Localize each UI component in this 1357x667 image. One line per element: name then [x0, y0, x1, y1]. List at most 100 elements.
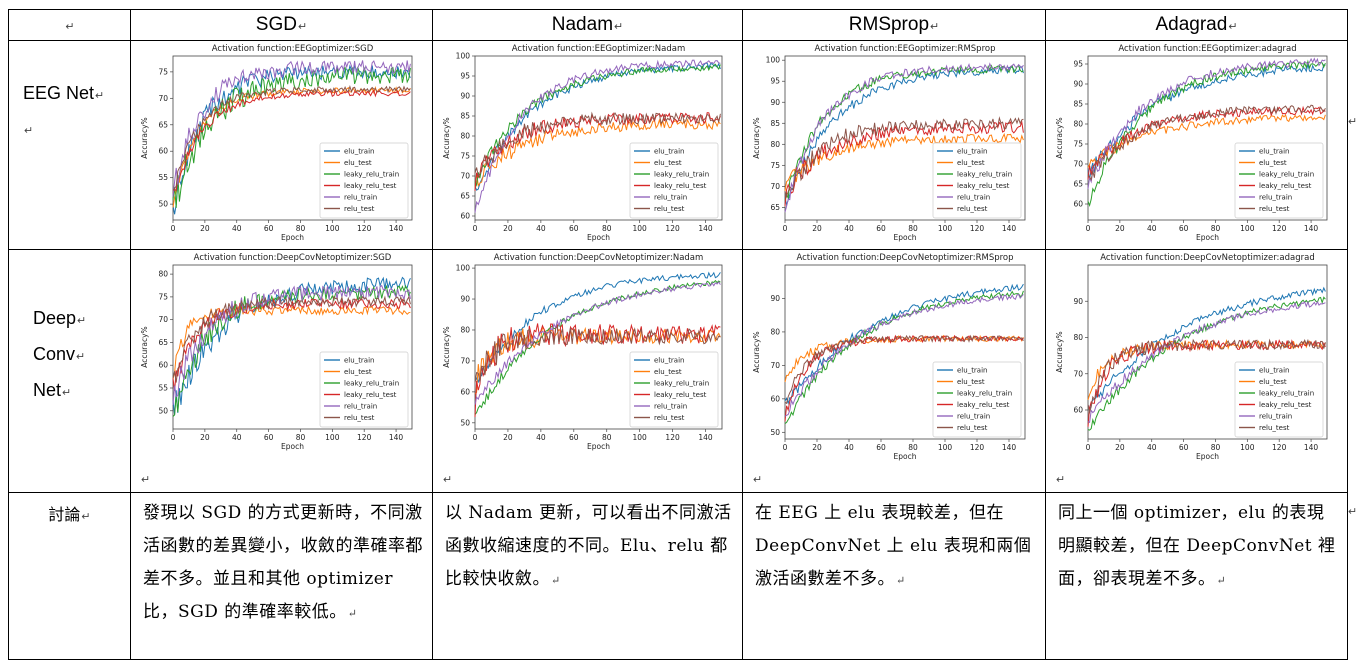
legend-label: elu_train [1259, 367, 1289, 375]
x-tick-label: 80 [602, 224, 612, 233]
y-tick-label: 90 [770, 98, 780, 107]
y-tick-label: 70 [158, 315, 168, 324]
x-tick-label: 80 [908, 443, 918, 452]
paragraph-mark: ↵ [141, 474, 151, 486]
series-line-relu-test [784, 116, 1024, 198]
y-tick-label: 90 [1073, 80, 1083, 89]
x-tick-label: 0 [473, 224, 478, 233]
legend-box [932, 142, 1022, 219]
x-tick-label: 140 [698, 433, 713, 442]
chart-cell: Activation function:DeepCovNetoptimizer:… [742, 249, 1046, 493]
legend-label: leaky_relu_train [654, 171, 709, 179]
chart-eeg-sgd: Activation function:EEGoptimizer:SGD 0 20 4… [140, 44, 413, 242]
x-tick-label: 40 [1147, 224, 1157, 233]
legend-label: leaky_relu_train [344, 171, 399, 179]
y-tick-label: 60 [1073, 200, 1083, 209]
x-tick-label: 80 [1211, 443, 1221, 452]
legend-label: relu_test [344, 414, 375, 422]
y-tick-label: 70 [460, 356, 470, 365]
series-line-elu-train [474, 271, 721, 384]
x-tick-label: 20 [1115, 224, 1125, 233]
chart-title: Activation function:EEGoptimizer:SGD [212, 44, 374, 54]
legend-label: elu_test [344, 368, 372, 376]
header-label: RMSprop [848, 14, 930, 35]
x-tick-label: 0 [171, 224, 176, 233]
y-tick-label: 65 [1073, 180, 1083, 189]
y-tick-label: 55 [158, 173, 168, 182]
legend-label: leaky_relu_test [1259, 401, 1312, 409]
y-tick-label: 65 [158, 120, 168, 129]
legend-label: elu_train [957, 367, 987, 375]
x-tick-label: 60 [876, 224, 886, 233]
y-tick-label: 60 [1073, 406, 1083, 415]
series-line-elu-train [1087, 64, 1326, 180]
y-tick-label: 100 [456, 52, 471, 61]
x-tick-label: 0 [783, 443, 788, 452]
header-rmsprop: RMSprop↵ [742, 9, 1046, 41]
x-tick-label: 80 [296, 224, 306, 233]
legend-label: elu_train [654, 357, 684, 365]
x-tick-label: 40 [844, 224, 854, 233]
series-line-relu-train [1087, 57, 1326, 189]
chart-cell: Activation function:DeepCovNetoptimizer:… [130, 249, 433, 493]
paragraph-mark: ↵ [551, 574, 561, 587]
chart-title: Activation function:DeepCovNetoptimizer:… [194, 253, 392, 263]
x-tick-label: 60 [876, 443, 886, 452]
series-line-relu-train [784, 62, 1024, 213]
legend-label: relu_train [344, 194, 377, 202]
legend-label: elu_train [1259, 148, 1289, 156]
header-label: Nadam [551, 14, 614, 35]
discussion-sgd: 發現以 SGD 的方式更新時，不同激活函數的差異變小，收斂的準確率都差不多。並且… [130, 492, 433, 660]
row-label-text: Conv [33, 344, 76, 364]
legend-label: elu_test [957, 159, 985, 167]
header-sgd: SGD↵ [130, 9, 433, 41]
x-axis-label: Epoch [281, 442, 304, 451]
legend-label: relu_test [1259, 205, 1290, 213]
legend-label: leaky_relu_train [344, 380, 399, 388]
y-tick-label: 50 [770, 428, 780, 437]
series-line-elu-test [172, 304, 411, 380]
series-line-relu-train [474, 59, 721, 213]
y-tick-label: 70 [770, 361, 780, 370]
y-tick-label: 80 [770, 327, 780, 336]
legend-box [629, 351, 719, 428]
discussion-row: 討論↵ 發現以 SGD 的方式更新時，不同激活函數的差異變小，收斂的準確率都差不… [8, 492, 1348, 660]
legend-label: relu_test [1259, 424, 1290, 432]
legend-label: elu_train [654, 148, 684, 156]
y-tick-label: 65 [460, 192, 470, 201]
y-tick-label: 70 [1073, 160, 1083, 169]
x-tick-label: 120 [357, 433, 372, 442]
x-axis-label: Epoch [1196, 452, 1219, 461]
chart-cell: Activation function:DeepCovNetoptimizer:… [432, 249, 743, 493]
paragraph-mark: ↵ [297, 21, 308, 33]
y-tick-label: 80 [460, 132, 470, 141]
x-axis-label: Epoch [587, 442, 610, 451]
series-line-elu-train [1087, 286, 1326, 412]
x-tick-label: 20 [200, 433, 210, 442]
series-line-relu-test [172, 295, 411, 383]
x-tick-label: 0 [783, 224, 788, 233]
x-tick-label: 40 [232, 433, 242, 442]
legend-label: elu_test [344, 159, 372, 167]
x-tick-label: 0 [171, 433, 176, 442]
y-tick-label: 80 [460, 325, 470, 334]
chart-title: Activation function:EEGoptimizer:RMSprop [815, 44, 996, 54]
legend-label: leaky_relu_train [957, 171, 1012, 179]
legend-label: elu_test [1259, 159, 1287, 167]
chart-deep-rmsprop: Activation function:DeepCovNetoptimizer:… [752, 253, 1026, 461]
legend-box [1234, 142, 1324, 219]
paragraph-mark: ↵ [24, 125, 34, 137]
legend-label: relu_train [654, 403, 687, 411]
x-tick-label: 0 [1086, 443, 1091, 452]
legend-label: leaky_relu_train [957, 390, 1012, 398]
series-line-leaky-relu-train [474, 63, 721, 188]
paragraph-mark: ↵ [443, 474, 453, 486]
legend-label: relu_train [957, 194, 990, 202]
series-line-leaky-relu-train [1087, 296, 1326, 431]
x-tick-label: 20 [812, 224, 822, 233]
x-axis-label: Epoch [587, 233, 610, 242]
header-row: ↵ SGD↵ Nadam↵ RMSprop↵ Adagrad↵ [8, 9, 1348, 41]
y-tick-label: 70 [770, 182, 780, 191]
y-tick-label: 75 [158, 67, 168, 76]
paragraph-mark: ↵ [76, 351, 86, 363]
